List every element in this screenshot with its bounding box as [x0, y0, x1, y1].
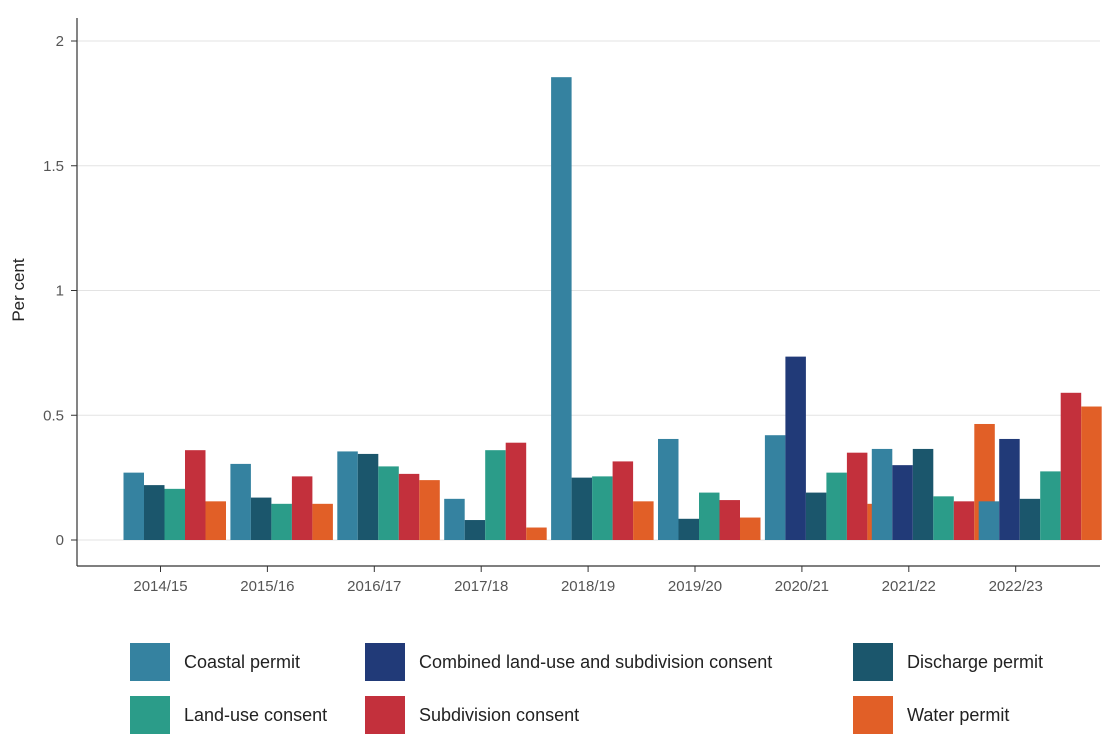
bar-discharge-permit-2019-20	[678, 518, 699, 540]
bar-discharge-permit-2014-15	[144, 485, 165, 540]
legend-swatch	[853, 643, 893, 681]
y-tick-label: 1.5	[43, 158, 64, 175]
bar-subdivision-consent-2018-19	[612, 461, 634, 540]
bar-coastal-permit-2016-17	[337, 451, 358, 540]
bar-combined-land-use-and-subdivision-consent-2022-23	[999, 438, 1020, 540]
legend-label: Land-use consent	[184, 705, 327, 725]
y-tick-label: 1	[56, 283, 64, 300]
x-tick-label: 2018/19	[561, 578, 615, 595]
x-tick-label: 2022/23	[989, 578, 1043, 595]
x-tick-label: 2017/18	[454, 578, 508, 595]
bar-land-use-consent-2020-21	[826, 472, 847, 540]
legend-swatch	[130, 696, 170, 734]
bar-water-permit-2018-19	[633, 501, 654, 540]
legend-swatch	[853, 696, 893, 734]
bar-subdivision-consent-2020-21	[846, 452, 868, 540]
bar-land-use-consent-2014-15	[164, 488, 185, 540]
bar-water-permit-2017-18	[526, 527, 547, 540]
y-axis-ticks: 0 0.5 1 1.5 2	[43, 33, 77, 549]
bar-coastal-permit-2017-18	[444, 498, 465, 540]
legend: Coastal permit Combined land-use and subd…	[130, 643, 1043, 734]
x-tick-label: 2021/22	[882, 578, 936, 595]
bar-discharge-permit-2018-19	[571, 477, 593, 540]
bar-land-use-consent-2017-18	[485, 450, 506, 540]
bar-subdivision-consent-2019-20	[719, 500, 740, 540]
legend-swatch	[365, 643, 405, 681]
bar-coastal-permit-2014-15	[123, 472, 144, 540]
y-tick-label: 0	[56, 532, 64, 549]
bar-coastal-permit-2022-23	[978, 501, 1000, 540]
bar-land-use-consent-2019-20	[699, 492, 720, 540]
bar-water-permit-2016-17	[419, 480, 440, 540]
legend-swatch	[365, 696, 405, 734]
x-tick-label: 2016/17	[347, 578, 401, 595]
x-tick-label: 2015/16	[240, 578, 294, 595]
bar-subdivision-consent-2021-22	[953, 501, 975, 540]
legend-label: Water permit	[907, 705, 1009, 725]
bar-discharge-permit-2015-16	[250, 497, 272, 540]
bar-subdivision-consent-2017-18	[505, 442, 527, 540]
legend-label: Discharge permit	[907, 652, 1043, 672]
bar-coastal-permit-2018-19	[551, 77, 572, 541]
bar-water-permit-2022-23	[1081, 406, 1102, 540]
bar-coastal-permit-2020-21	[764, 435, 786, 540]
bar-combined-land-use-and-subdivision-consent-2021-22	[892, 465, 913, 540]
bar-discharge-permit-2020-21	[805, 492, 827, 540]
x-tick-label: 2020/21	[775, 578, 829, 595]
bar-land-use-consent-2021-22	[933, 496, 954, 540]
bar-coastal-permit-2021-22	[871, 448, 893, 540]
bar-water-permit-2014-15	[205, 501, 226, 540]
bar-land-use-consent-2018-19	[592, 476, 613, 540]
bar-discharge-permit-2022-23	[1019, 498, 1041, 540]
bar-coastal-permit-2019-20	[658, 438, 679, 540]
bar-land-use-consent-2022-23	[1040, 471, 1061, 540]
y-tick-label: 2	[56, 33, 64, 50]
bar-subdivision-consent-2015-16	[291, 476, 313, 540]
bar-combined-land-use-and-subdivision-consent-2020-21	[785, 356, 806, 540]
legend-label: Combined land-use and subdivision consen…	[419, 652, 772, 672]
legend-label: Coastal permit	[184, 652, 300, 672]
y-tick-label: 0.5	[43, 407, 64, 424]
bar-discharge-permit-2016-17	[357, 453, 379, 540]
bar-land-use-consent-2016-17	[378, 466, 399, 540]
x-axis-ticks: 2014/15 2015/16 2016/17 2017/18 2018/19 2019/…	[133, 566, 1043, 595]
bar-land-use-consent-2015-16	[271, 503, 292, 540]
bar-subdivision-consent-2022-23	[1060, 392, 1082, 540]
bar-subdivision-consent-2016-17	[398, 473, 420, 540]
bar-water-permit-2019-20	[740, 517, 761, 540]
y-axis-title: Per cent	[9, 258, 28, 322]
bar-water-permit-2015-16	[312, 503, 333, 540]
bars	[123, 77, 1102, 541]
x-tick-label: 2019/20	[668, 578, 722, 595]
legend-label: Subdivision consent	[419, 705, 579, 725]
bar-discharge-permit-2021-22	[912, 448, 934, 540]
x-tick-label: 2014/15	[133, 578, 187, 595]
bar-subdivision-consent-2014-15	[185, 450, 206, 540]
bar-coastal-permit-2015-16	[230, 463, 251, 540]
bar-discharge-permit-2017-18	[464, 520, 486, 540]
legend-swatch	[130, 643, 170, 681]
